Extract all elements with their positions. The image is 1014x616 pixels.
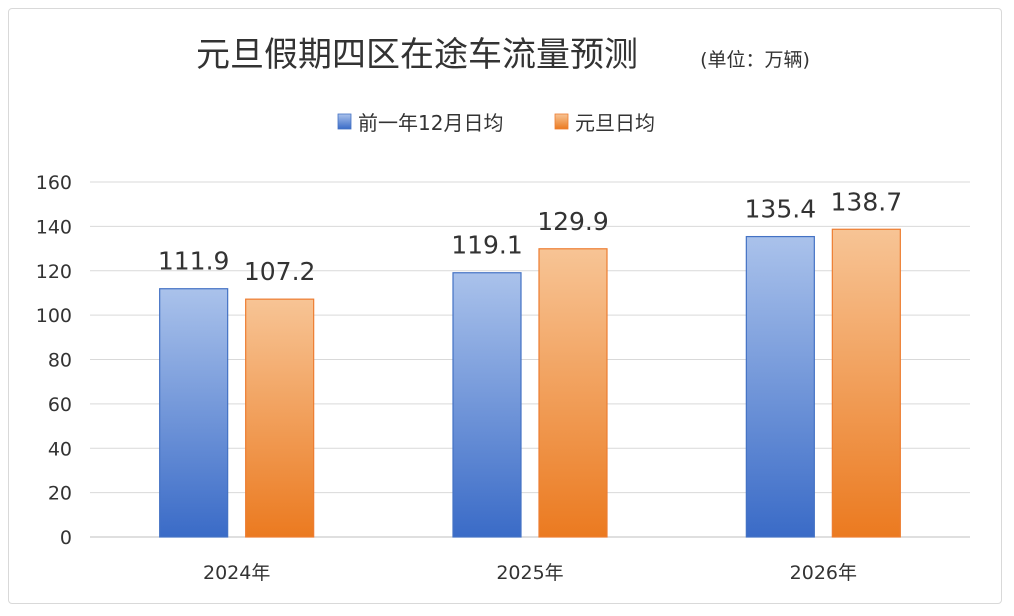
x-tick-label: 2026年 — [790, 562, 857, 584]
bar — [245, 298, 315, 538]
y-tick-label: 80 — [48, 350, 72, 372]
y-axis: 0 20 40 60 80 100 120 140 160 — [36, 172, 72, 549]
legend: 前一年12月日均 元旦日均 — [337, 111, 655, 135]
bars: 111.9 107.2 119.1 129.9 135.4 138.7 — [158, 187, 903, 538]
chart-title: 元旦假期四区在途车流量预测 — [196, 35, 638, 75]
y-tick-label: 20 — [48, 483, 72, 505]
y-tick-label: 140 — [36, 216, 72, 238]
legend-swatch — [337, 113, 352, 130]
chart-subtitle: (单位：万辆) — [700, 49, 810, 71]
bar — [159, 288, 229, 538]
data-label: 119.1 — [451, 231, 523, 260]
bar — [452, 272, 522, 538]
legend-label: 前一年12月日均 — [358, 111, 503, 135]
y-tick-label: 60 — [48, 394, 72, 416]
legend-label: 元旦日均 — [575, 111, 655, 135]
data-label: 107.2 — [244, 257, 316, 286]
y-tick-label: 120 — [36, 261, 72, 283]
data-label: 138.7 — [831, 187, 903, 216]
bar — [831, 228, 901, 538]
data-label: 135.4 — [745, 195, 817, 224]
legend-swatch — [554, 113, 569, 130]
chart-frame — [8, 8, 1002, 604]
y-tick-label: 100 — [36, 305, 72, 327]
y-tick-label: 40 — [48, 438, 72, 460]
y-tick-label: 0 — [60, 527, 72, 549]
data-label: 111.9 — [158, 247, 230, 276]
data-label: 129.9 — [537, 207, 609, 236]
x-tick-label: 2024年 — [203, 562, 270, 584]
y-tick-label: 160 — [36, 172, 72, 194]
x-tick-label: 2025年 — [496, 562, 563, 584]
bar — [745, 235, 815, 538]
x-axis: 2024年 2025年 2026年 — [203, 562, 857, 584]
bar — [538, 248, 608, 538]
gridlines — [90, 181, 970, 538]
